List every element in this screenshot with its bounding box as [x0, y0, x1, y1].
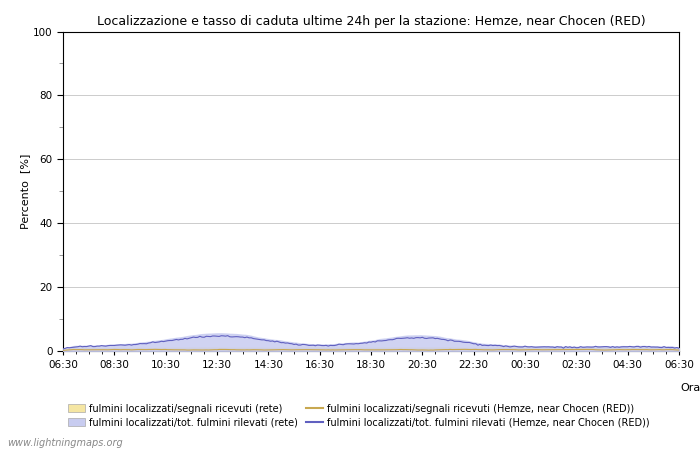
Legend: fulmini localizzati/segnali ricevuti (rete), fulmini localizzati/tot. fulmini ri: fulmini localizzati/segnali ricevuti (re… — [68, 404, 650, 428]
Text: www.lightningmaps.org: www.lightningmaps.org — [7, 438, 122, 448]
Y-axis label: Percento  [%]: Percento [%] — [20, 153, 30, 229]
Title: Localizzazione e tasso di caduta ultime 24h per la stazione: Hemze, near Chocen : Localizzazione e tasso di caduta ultime … — [97, 14, 645, 27]
Text: Orario: Orario — [680, 383, 700, 393]
